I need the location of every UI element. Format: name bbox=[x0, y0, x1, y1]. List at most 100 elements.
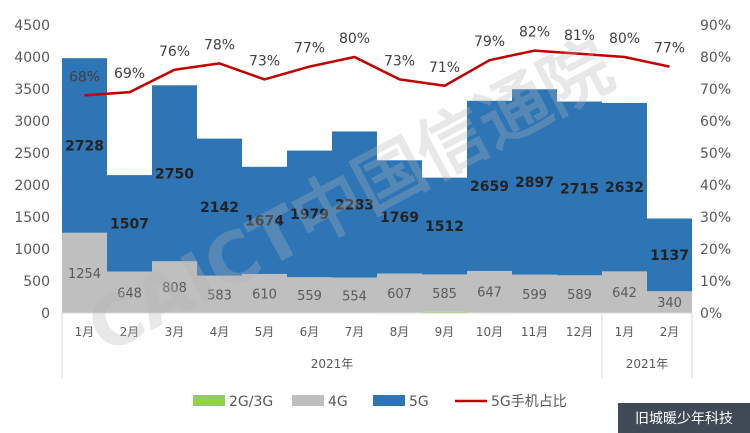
bar-segment bbox=[287, 150, 332, 278]
data-label-5g: 1137 bbox=[650, 248, 689, 264]
x-axis-layer: 1月 2月 3月 4月 5月 6月 7月 8月 9月 10月 11月 12月 1月 2月 2021年 2021… bbox=[61, 312, 693, 378]
legend-label: 5G bbox=[409, 394, 429, 410]
y-right-tick-label: 80% bbox=[700, 50, 731, 66]
data-label-5g: 2750 bbox=[155, 166, 194, 182]
y-right-tick-label: 50% bbox=[700, 146, 731, 162]
x-group-label: 2021年 bbox=[626, 357, 669, 371]
x-tick-label: 2月 bbox=[120, 325, 140, 339]
bar-segment bbox=[647, 291, 692, 313]
data-label-percent: 71% bbox=[429, 60, 460, 76]
x-tick-label: 2月 bbox=[660, 325, 680, 339]
x-tick-label: 1月 bbox=[75, 325, 95, 339]
axes-layer: 0 500 1000 1500 2000 2500 3000 3500 4000 4500 0% 10… bbox=[14, 18, 731, 322]
data-label-5g: 2897 bbox=[515, 175, 554, 191]
data-label-5g: 2142 bbox=[200, 200, 239, 216]
data-label-4g: 808 bbox=[162, 281, 187, 296]
y-left-tick-label: 2000 bbox=[14, 178, 50, 194]
y-right-tick-label: 90% bbox=[700, 18, 731, 34]
x-tick-label: 1月 bbox=[615, 325, 635, 339]
x-tick-label: 12月 bbox=[566, 325, 593, 339]
bar-segment bbox=[467, 270, 512, 313]
legend-swatch bbox=[373, 395, 405, 406]
bar-labels-layer: 1254 2728 648 1507 808 2750 583 2142 610 1674 559 1… bbox=[65, 138, 689, 311]
x-group-label: 2021年 bbox=[311, 357, 354, 371]
data-label-4g: 589 bbox=[567, 288, 592, 303]
bar-segment bbox=[197, 138, 242, 276]
data-label-percent: 68% bbox=[69, 69, 100, 85]
bar-segment bbox=[557, 101, 602, 276]
y-left-tick-label: 2500 bbox=[14, 146, 50, 162]
bar-segment bbox=[422, 274, 467, 312]
bar-segment bbox=[422, 311, 467, 313]
legend-label: 4G bbox=[328, 394, 348, 410]
data-label-percent: 80% bbox=[339, 31, 370, 47]
bar-segment bbox=[557, 275, 602, 313]
data-label-4g: 607 bbox=[387, 287, 412, 302]
data-label-4g: 610 bbox=[252, 287, 277, 302]
legend-label: 2G/3G bbox=[229, 394, 273, 410]
line-layer: 68% 69% 76% 78% 73% 77% 80% 73% 71% 79% 82% 81% 80% 7… bbox=[69, 25, 685, 97]
x-tick-label: 11月 bbox=[521, 325, 548, 339]
data-label-5g: 1507 bbox=[110, 216, 149, 232]
y-right-tick-label: 40% bbox=[700, 178, 731, 194]
bar-segment bbox=[107, 271, 152, 313]
data-label-5g: 2632 bbox=[605, 180, 644, 196]
bar-segment bbox=[647, 218, 692, 292]
data-label-5g: 1769 bbox=[380, 210, 419, 226]
bar-segment bbox=[602, 102, 647, 272]
x-tick-label: 10月 bbox=[476, 325, 503, 339]
data-label-5g: 2283 bbox=[335, 197, 374, 213]
data-label-percent: 82% bbox=[519, 25, 550, 41]
legend: 2G/3G 4G 5G 5G手机占比 bbox=[193, 394, 567, 410]
y-left-tick-label: 3000 bbox=[14, 114, 50, 130]
data-label-percent: 69% bbox=[114, 66, 145, 82]
y-right-tick-label: 60% bbox=[700, 114, 731, 130]
data-label-5g: 1674 bbox=[245, 213, 284, 229]
x-tick-label: 8月 bbox=[390, 325, 410, 339]
x-tick-label: 3月 bbox=[165, 325, 185, 339]
data-label-5g: 2715 bbox=[560, 181, 599, 197]
bars-layer bbox=[62, 58, 692, 313]
source-tag: 旧城暖少年科技 bbox=[635, 411, 733, 427]
bar-segment bbox=[197, 275, 242, 313]
bar-segment bbox=[422, 177, 467, 275]
data-label-4g: 1254 bbox=[68, 267, 101, 282]
bar-segment bbox=[287, 277, 332, 313]
legend-label: 5G手机占比 bbox=[491, 394, 567, 410]
data-label-5g: 2659 bbox=[470, 179, 509, 195]
bar-segment bbox=[512, 89, 557, 275]
data-label-4g: 554 bbox=[342, 289, 367, 304]
data-label-percent: 81% bbox=[564, 28, 595, 44]
y-left-tick-label: 3500 bbox=[14, 82, 50, 98]
data-label-percent: 77% bbox=[654, 41, 685, 57]
bar-segment bbox=[332, 277, 377, 313]
bar-segment bbox=[512, 274, 557, 313]
y-left-tick-label: 1500 bbox=[14, 210, 50, 226]
y-right-tick-label: 0% bbox=[700, 306, 722, 322]
bar-segment bbox=[62, 58, 107, 233]
x-tick-label: 7月 bbox=[345, 325, 365, 339]
legend-swatch bbox=[193, 395, 225, 406]
bar-segment bbox=[62, 232, 107, 313]
data-label-4g: 642 bbox=[612, 286, 637, 301]
bar-segment bbox=[377, 160, 422, 274]
data-label-percent: 77% bbox=[294, 41, 325, 57]
data-label-percent: 73% bbox=[249, 53, 280, 69]
bar-segment bbox=[467, 100, 512, 271]
data-label-percent: 73% bbox=[384, 53, 415, 69]
bar-segment bbox=[152, 85, 197, 262]
y-left-tick-label: 500 bbox=[23, 274, 50, 290]
line-5g-share bbox=[84, 49, 670, 97]
data-label-4g: 340 bbox=[657, 296, 682, 311]
data-label-percent: 79% bbox=[474, 34, 505, 50]
bar-segment bbox=[242, 273, 287, 313]
bar-segment bbox=[602, 271, 647, 313]
data-label-percent: 80% bbox=[609, 31, 640, 47]
x-tick-label: 9月 bbox=[435, 325, 455, 339]
data-label-5g: 2728 bbox=[65, 138, 104, 154]
bar-segment bbox=[152, 261, 197, 313]
legend-swatch bbox=[292, 395, 324, 406]
y-left-tick-label: 4500 bbox=[14, 18, 50, 34]
bar-segment bbox=[242, 166, 287, 274]
